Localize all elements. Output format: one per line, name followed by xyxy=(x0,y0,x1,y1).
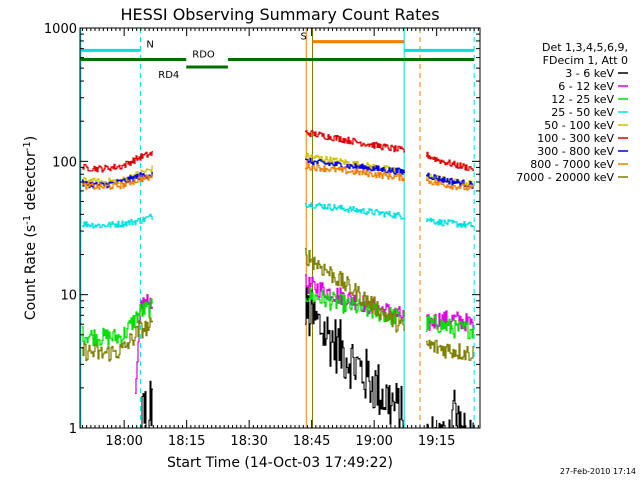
y-axis-label-mid: detector xyxy=(23,151,39,215)
y-tick-label: 1 xyxy=(69,422,77,437)
series-line-9 xyxy=(82,247,474,362)
series-line-8 xyxy=(82,162,474,191)
flag-label-n: N xyxy=(146,39,153,50)
y-axis-label-sup1: -1 xyxy=(22,215,33,225)
series-line-3 xyxy=(82,287,474,347)
y-axis-label-main: Count Rate (s xyxy=(23,225,39,320)
y-tick-label: 100 xyxy=(52,155,77,170)
legend-header-line: FDecim 1, Att 0 xyxy=(543,54,628,67)
legend-label: 3 - 6 keV xyxy=(565,67,614,80)
y-tick-label: 10 xyxy=(60,289,77,304)
data-layer: N S RDO RD4 xyxy=(80,28,475,428)
series-line-4 xyxy=(82,202,474,229)
y-axis-label-end: ) xyxy=(23,136,39,141)
x-tick-label: 18:00 xyxy=(105,434,142,449)
axes-layer: 18:00 18:15 18:30 18:45 19:00 19:15 1 10 100 1000 xyxy=(44,22,480,449)
flag-label-s: S xyxy=(301,32,307,43)
y-axis-label: Count Rate (s-1 detector-1) xyxy=(22,136,39,320)
flag-label-rdo: RDO xyxy=(192,50,215,61)
legend-label: 800 - 7000 keV xyxy=(530,158,614,171)
x-axis-label: Start Time (14-Oct-03 17:49:22) xyxy=(167,455,393,471)
legend-label: 6 - 12 keV xyxy=(558,80,614,93)
legend-label: 100 - 300 keV xyxy=(537,132,614,145)
legend-header-line: Det 1,3,4,5,6,9, xyxy=(542,41,628,54)
x-tick-label: 19:15 xyxy=(418,434,455,449)
legend-label: 25 - 50 keV xyxy=(551,106,614,119)
x-tick-label: 18:15 xyxy=(168,434,205,449)
series-line-1 xyxy=(141,287,474,428)
legend-label: 300 - 800 keV xyxy=(537,145,614,158)
flag-label-rd4: RD4 xyxy=(158,70,179,81)
timestamp: 27-Feb-2010 17:14 xyxy=(560,467,636,476)
x-tick-label: 19:00 xyxy=(355,434,392,449)
legend-label: 50 - 100 keV xyxy=(544,119,614,132)
chart-title: HESSI Observing Summary Count Rates xyxy=(120,5,439,24)
legend: Det 1,3,4,5,6,9,FDecim 1, Att 03 - 6 keV… xyxy=(516,41,628,184)
plot-frame xyxy=(79,27,481,429)
legend-label: 7000 - 20000 keV xyxy=(516,171,614,184)
y-tick-label: 1000 xyxy=(44,22,77,37)
plot-area: N S RDO RD4 xyxy=(80,28,475,428)
legend-label: 12 - 25 keV xyxy=(551,93,614,106)
y-axis-label-sup2: -1 xyxy=(22,141,33,151)
x-tick-label: 18:45 xyxy=(293,434,330,449)
x-tick-label: 18:30 xyxy=(230,434,267,449)
series-line-6 xyxy=(82,130,474,173)
